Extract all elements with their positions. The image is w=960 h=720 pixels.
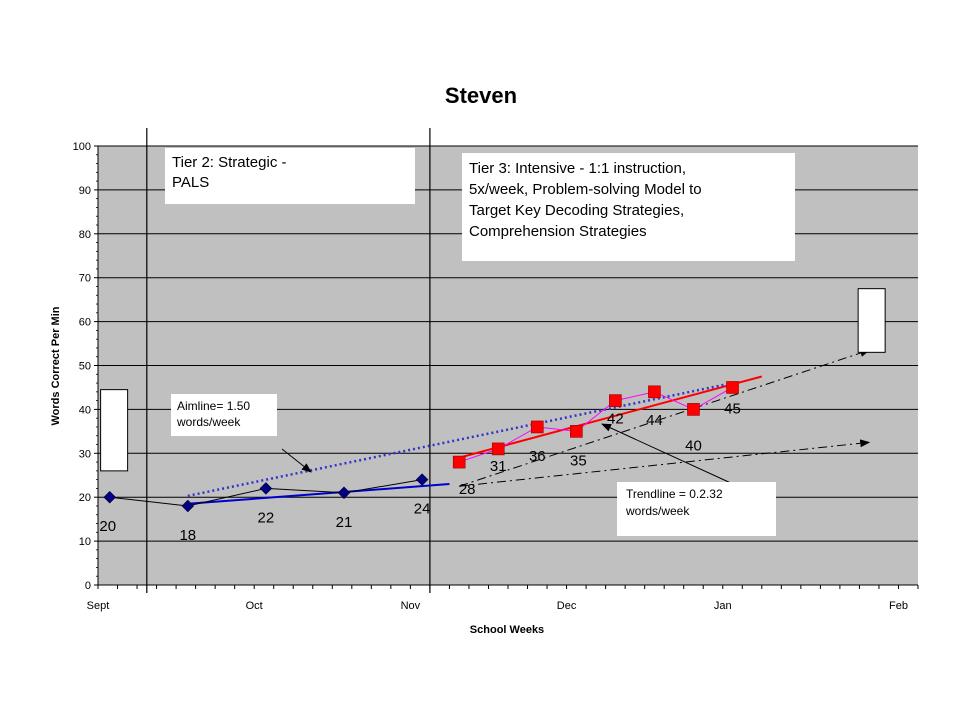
x-tick-label: Sept xyxy=(87,600,110,612)
tier2-annotation: Tier 2: Strategic - PALS xyxy=(165,148,415,204)
tier3-annotation: Tier 3: Intensive - 1:1 instruction, 5x/… xyxy=(462,153,795,261)
chart-title: Steven xyxy=(445,83,517,108)
tier3-trend-line xyxy=(458,375,763,459)
goal-line xyxy=(459,349,871,487)
y-tick-label: 80 xyxy=(79,229,91,241)
y-tick-label: 50 xyxy=(79,361,91,373)
y-tick-label: 40 xyxy=(79,404,91,416)
x-tick-label: Oct xyxy=(246,600,263,612)
trendline-line: words/week xyxy=(626,504,690,518)
tier2-line: PALS xyxy=(172,174,210,191)
aimline-pointer xyxy=(281,448,312,473)
tier2-point xyxy=(181,499,195,513)
trendline-annotation: Trendline = 0.2.32 words/week xyxy=(617,482,776,536)
x-tick-label: Feb xyxy=(889,600,908,612)
tier3-line: 5x/week, Problem-solving Model to xyxy=(469,181,702,198)
goal-line xyxy=(459,439,871,487)
data-series xyxy=(103,381,739,513)
tier3-point xyxy=(491,442,505,456)
tier2-point-label: 21 xyxy=(336,514,353,531)
tier3-point-label: 35 xyxy=(570,452,587,469)
y-tick-label: 0 xyxy=(85,580,91,592)
aimline-line: words/week xyxy=(177,415,241,429)
tier3-point xyxy=(530,420,544,434)
tier2-point xyxy=(337,486,351,500)
trendline-pointer xyxy=(601,423,734,485)
y-tick-label: 10 xyxy=(79,536,91,548)
tier2-point xyxy=(259,482,273,495)
tier3-point-label: 42 xyxy=(607,411,624,428)
trendline-line: Trendline = 0.2.32 xyxy=(626,487,723,501)
y-tick-label: 60 xyxy=(79,317,91,329)
tier3-point xyxy=(570,425,583,438)
tier2-point xyxy=(103,490,117,504)
tick-labels: 0 10 20 30 40 50 60 70 80 90 100 Sept Oct Nov Dec Jan Fe… xyxy=(73,141,908,612)
benchmark-ranges xyxy=(100,288,886,472)
annotation-pointers xyxy=(281,423,734,485)
tier3-point xyxy=(687,403,700,416)
y-tick-label: 30 xyxy=(79,448,91,460)
tier2-point-label: 22 xyxy=(258,509,275,526)
goal-lines xyxy=(459,349,871,487)
benchmark-range-box xyxy=(100,389,129,472)
tier3-point-label: 31 xyxy=(490,458,507,475)
aimline-line: Aimline= 1.50 xyxy=(177,399,251,413)
tier3-point xyxy=(452,455,466,469)
aimline-annotation: Aimline= 1.50 words/week xyxy=(171,394,277,436)
tier3-point xyxy=(609,394,622,407)
axes xyxy=(94,145,919,589)
tier2-trend-line xyxy=(187,483,450,505)
tier2-point xyxy=(415,473,429,486)
x-tick-label: Jan xyxy=(714,600,732,612)
tier3-line: Comprehension Strategies xyxy=(469,223,647,240)
y-tick-label: 90 xyxy=(79,185,91,197)
benchmark-range-box xyxy=(857,288,886,353)
tier3-point-label: 45 xyxy=(724,400,741,417)
tier2-line: Tier 2: Strategic - xyxy=(172,154,287,171)
phase-change-lines xyxy=(146,128,431,593)
x-tick-label: Nov xyxy=(401,600,421,612)
tier2-point-label: 20 xyxy=(99,518,116,535)
tier2-point-label: 24 xyxy=(414,501,431,518)
tier3-point-label: 40 xyxy=(685,437,702,454)
tier3-line: Tier 3: Intensive - 1:1 instruction, xyxy=(469,160,687,177)
y-tick-label: 70 xyxy=(79,273,91,285)
tier3-point xyxy=(648,385,661,399)
x-axis-title: School Weeks xyxy=(470,624,544,636)
tier3-line: Target Key Decoding Strategies, xyxy=(469,202,685,219)
trend-lines xyxy=(187,375,763,505)
tier3-point-label: 36 xyxy=(529,448,546,465)
y-axis-title: Words Correct Per Min xyxy=(50,306,62,425)
x-tick-label: Dec xyxy=(557,600,577,612)
tier3-point xyxy=(726,381,739,394)
data-labels: 20 18 22 21 24 28 31 36 35 42 44 40 45 xyxy=(99,400,740,544)
tier3-point-label: 44 xyxy=(646,412,663,429)
y-tick-label: 100 xyxy=(73,141,91,153)
tier2-point-label: 18 xyxy=(179,527,196,544)
y-tick-label: 20 xyxy=(79,492,91,504)
tier3-series-line xyxy=(459,387,733,463)
tier3-point-label: 28 xyxy=(459,481,476,498)
